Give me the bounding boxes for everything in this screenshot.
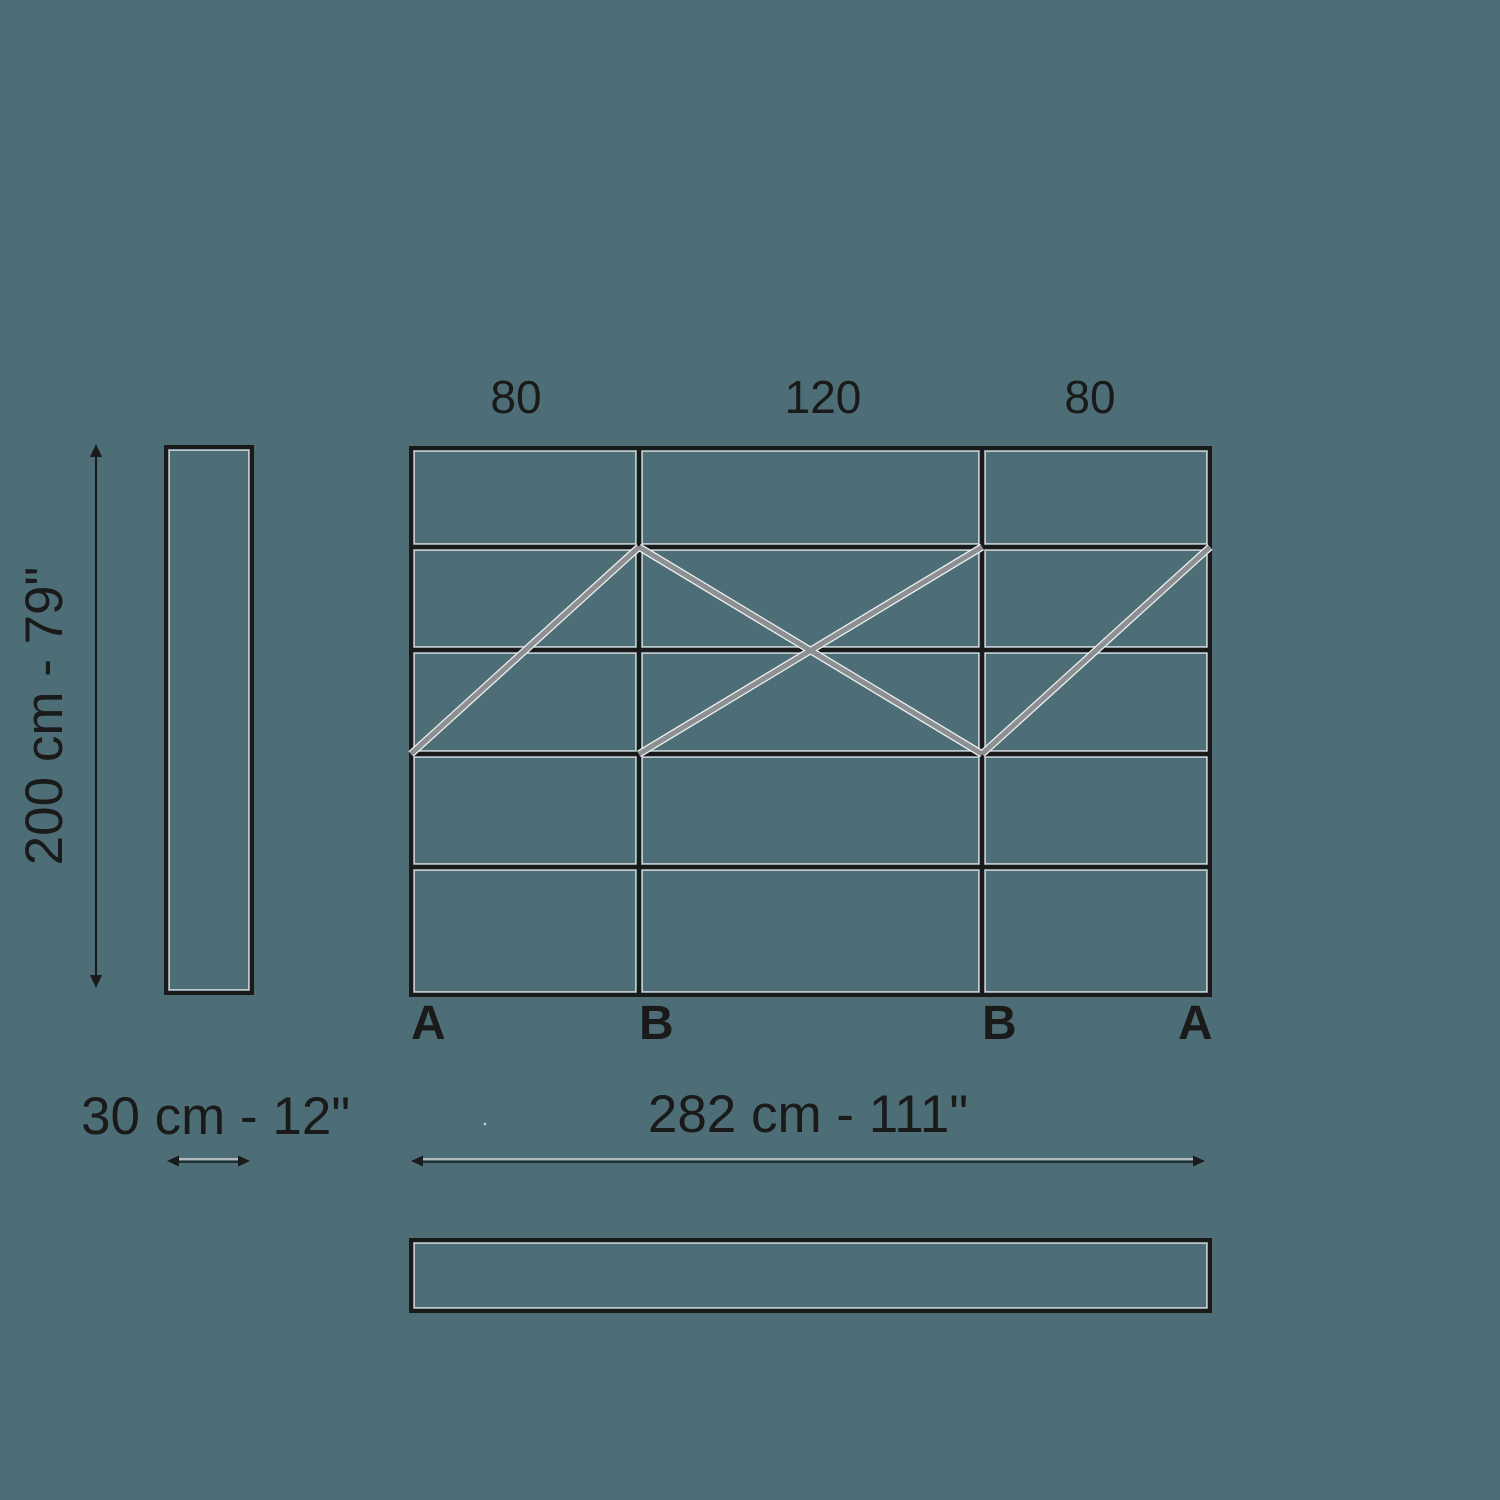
svg-text:B: B <box>639 997 674 1050</box>
svg-text:80: 80 <box>490 371 541 423</box>
svg-text:120: 120 <box>785 371 862 423</box>
svg-text:30 cm - 12": 30 cm - 12" <box>81 1087 350 1146</box>
svg-text:B: B <box>982 997 1017 1050</box>
svg-text:200 cm - 79": 200 cm - 79" <box>15 567 74 866</box>
svg-text:282 cm - 111": 282 cm - 111" <box>648 1085 968 1144</box>
svg-text:A: A <box>1178 997 1213 1050</box>
svg-text:A: A <box>411 997 446 1050</box>
svg-text:80: 80 <box>1064 371 1115 423</box>
